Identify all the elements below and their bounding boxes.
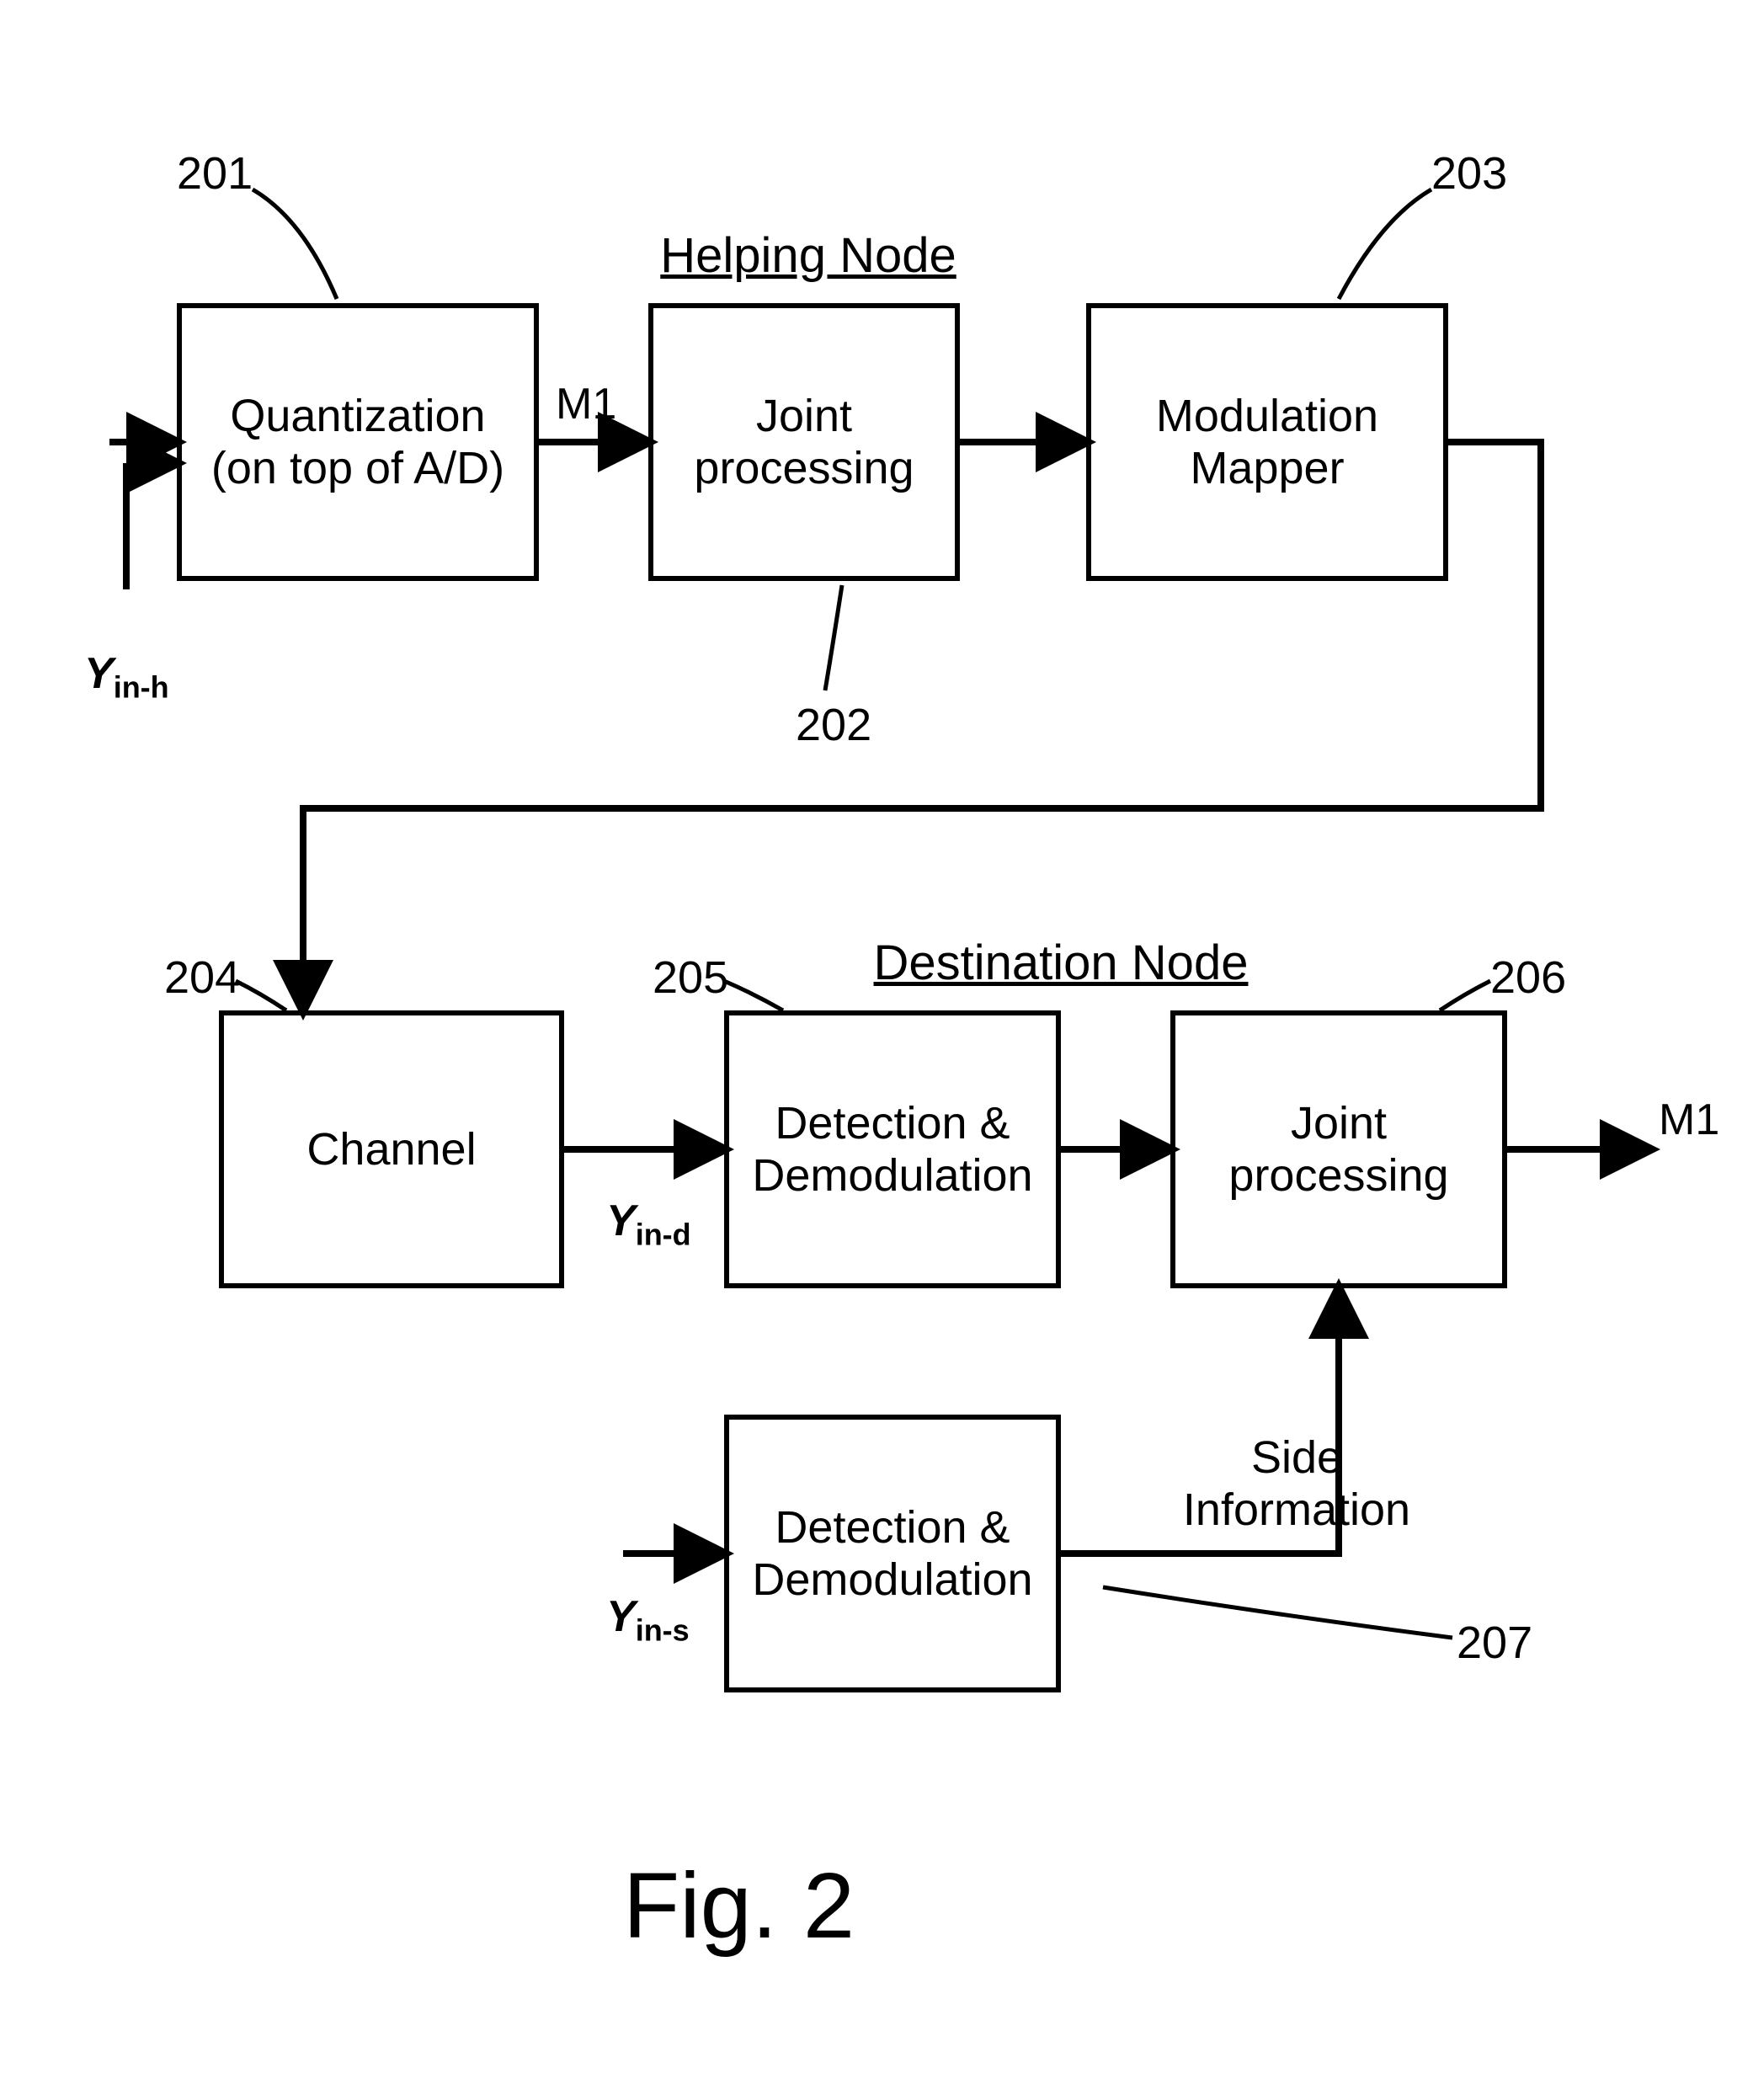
node-joint-processing-dest: Joint processing [1170, 1010, 1507, 1288]
ref-204: 204 [164, 951, 240, 1004]
label-m1-out: M1 [1659, 1095, 1719, 1145]
node-quantization-line1: Quantization [230, 390, 485, 442]
node-joint-processing-help: Joint processing [648, 303, 960, 581]
section-helping: Helping Node [640, 227, 977, 284]
leader-205 [724, 981, 783, 1010]
node-jointd-line2: processing [1228, 1149, 1448, 1202]
node-dets-line2: Demodulation [752, 1554, 1032, 1606]
node-quantization: Quantization (on top of A/D) [177, 303, 539, 581]
label-yin-d: Yin-d [606, 1196, 691, 1252]
ref-206: 206 [1490, 951, 1566, 1004]
ref-207: 207 [1457, 1617, 1532, 1669]
leader-204 [236, 981, 286, 1010]
ref-201: 201 [177, 147, 253, 200]
label-yin-h: Yin-h [84, 648, 169, 705]
label-yin-s: Yin-s [606, 1591, 690, 1648]
ref-202: 202 [796, 699, 871, 751]
leader-207 [1103, 1587, 1452, 1638]
node-modmap-line2: Mapper [1190, 442, 1344, 494]
diagram-stage: Helping Node Destination Node Quantizati… [0, 0, 1753, 2100]
label-m1-top: M1 [556, 379, 616, 429]
leader-201 [253, 189, 337, 299]
label-side-info: Side Information [1170, 1431, 1423, 1536]
node-channel-line1: Channel [306, 1123, 476, 1175]
section-destination: Destination Node [842, 935, 1280, 991]
ref-205: 205 [653, 951, 728, 1004]
node-joint-help-line2: processing [694, 442, 914, 494]
ref-203: 203 [1431, 147, 1507, 200]
node-detd-line2: Demodulation [752, 1149, 1032, 1202]
leader-206 [1440, 981, 1490, 1010]
figure-label: Fig. 2 [623, 1852, 855, 1959]
node-det-demod-d: Detection & Demodulation [724, 1010, 1061, 1288]
node-modmap-line1: Modulation [1156, 390, 1378, 442]
node-joint-help-line1: Joint [756, 390, 852, 442]
node-quantization-line2: (on top of A/D) [211, 442, 504, 494]
node-dets-line1: Detection & [775, 1501, 1010, 1554]
node-det-demod-s: Detection & Demodulation [724, 1415, 1061, 1692]
node-modulation-mapper: Modulation Mapper [1086, 303, 1448, 581]
leader-203 [1339, 189, 1431, 299]
node-detd-line1: Detection & [775, 1097, 1010, 1149]
node-channel: Channel [219, 1010, 564, 1288]
node-jointd-line1: Joint [1291, 1097, 1387, 1149]
leader-202 [825, 585, 842, 690]
